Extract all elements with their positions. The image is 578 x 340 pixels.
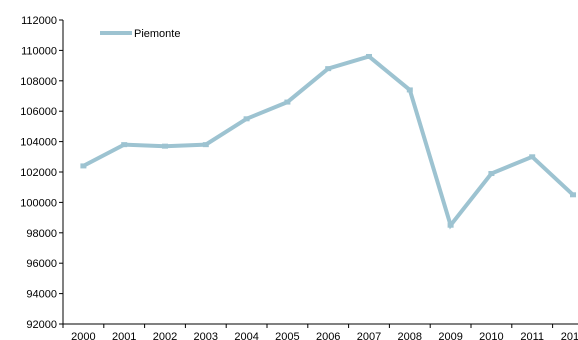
legend: Piemonte xyxy=(100,28,180,40)
x-axis-ticks: 2000 2001 2002 2003 2004 2005 2006 2007 2008 2009… xyxy=(62,324,578,340)
data-point xyxy=(406,87,413,93)
y-tick-label: 94000 xyxy=(26,289,57,301)
data-point xyxy=(284,99,291,105)
x-tick-label: 2012 xyxy=(561,331,578,340)
y-tick-label: 108000 xyxy=(20,76,57,88)
data-point xyxy=(121,142,128,148)
x-tick-label: 2007 xyxy=(357,331,381,340)
data-point xyxy=(366,53,372,59)
series-layer xyxy=(80,53,576,230)
y-tick-label: 104000 xyxy=(20,137,57,149)
y-tick-label: 100000 xyxy=(20,197,57,209)
x-tick-label: 2000 xyxy=(71,331,95,340)
y-tick-label: 102000 xyxy=(20,167,57,179)
data-point xyxy=(488,171,495,177)
y-tick-label: 92000 xyxy=(26,319,57,331)
data-point xyxy=(447,222,454,228)
series-line-piemonte xyxy=(82,54,575,230)
x-tick-label: 2009 xyxy=(438,331,462,340)
data-point xyxy=(162,143,168,149)
x-tick-label: 2010 xyxy=(479,331,503,340)
x-tick-label: 2008 xyxy=(398,331,422,340)
y-tick-label: 112000 xyxy=(21,15,57,27)
data-point xyxy=(529,154,536,160)
x-tick-label: 2005 xyxy=(275,331,299,340)
y-tick-label: 106000 xyxy=(20,106,57,118)
axes xyxy=(62,20,578,325)
x-tick-label: 2003 xyxy=(194,331,218,340)
x-tick-label: 2006 xyxy=(316,331,340,340)
x-tick-label: 2004 xyxy=(234,331,258,340)
x-tick-label: 2011 xyxy=(520,331,544,340)
x-tick-label: 2001 xyxy=(112,331,136,340)
y-tick-label: 96000 xyxy=(26,258,57,270)
y-tick-label: 98000 xyxy=(26,228,57,240)
data-point xyxy=(80,163,87,169)
data-point xyxy=(243,116,250,122)
data-point xyxy=(202,142,209,148)
y-axis-ticks: 92000 94000 96000 98000 100000 102000 104000 10… xyxy=(20,15,63,331)
x-tick-label: 2002 xyxy=(153,331,177,340)
y-tick-label: 110000 xyxy=(21,45,57,57)
legend-label-piemonte: Piemonte xyxy=(134,28,180,40)
data-point xyxy=(570,192,576,198)
data-point xyxy=(325,66,332,72)
